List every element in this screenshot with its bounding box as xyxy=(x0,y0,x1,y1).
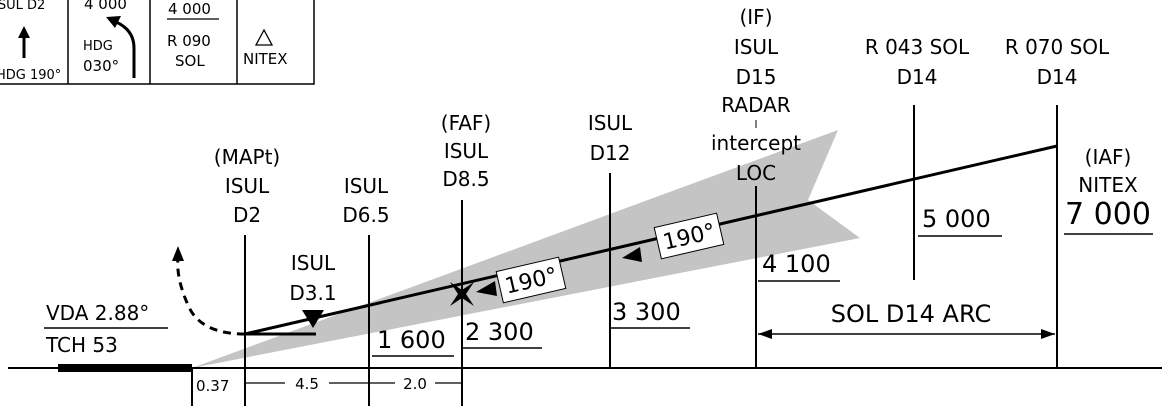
track-label-upper: 190° xyxy=(653,212,725,260)
box3-station-text: SOL xyxy=(175,52,205,70)
box3-radial-text: R 090 xyxy=(167,32,211,50)
vda-tch: VDA 2.88° TCH 53 xyxy=(44,301,168,357)
box3-altitude-text: 4 000 xyxy=(168,0,211,18)
tch-text: TCH 53 xyxy=(45,333,118,357)
missed-approach-boxes: ISUL D2 HDG 190° 4 000 HDG 030° 4 000 R … xyxy=(0,0,315,85)
mapt-label: (MAPt) ISUL D2 xyxy=(214,145,280,227)
faf-line3: D8.5 xyxy=(442,167,489,191)
mapt-line1: (MAPt) xyxy=(214,145,280,169)
d12-line2: D12 xyxy=(590,141,631,165)
arrow-up-icon xyxy=(18,26,30,58)
arc-label-text: SOL D14 ARC xyxy=(831,300,991,328)
descent-path xyxy=(244,144,1058,336)
turn-right-arrow-icon xyxy=(106,16,136,78)
box1-heading-text: HDG 190° xyxy=(0,68,61,83)
altitude-2300: 2 300 xyxy=(465,318,534,346)
distance-20: 2.0 xyxy=(403,375,427,393)
box1-fix-text: ISUL D2 xyxy=(0,0,45,13)
if-line5: intercept xyxy=(711,131,801,155)
box2-altitude-text: 4 000 xyxy=(84,0,127,13)
triangle-waypoint-icon xyxy=(254,28,274,46)
if-line2: ISUL xyxy=(734,35,779,59)
d31-label: ISUL D3.1 xyxy=(289,251,336,305)
d65-line1: ISUL xyxy=(344,174,389,198)
r070-line1: R 070 SOL xyxy=(1005,35,1110,59)
distance-45: 4.5 xyxy=(295,375,319,393)
if-line6: LOC xyxy=(736,161,776,185)
altitude-4100: 4 100 xyxy=(762,250,831,278)
min-altitudes: 5 000 4 100 3 300 2 300 1 600 xyxy=(372,205,1002,357)
runway-bar xyxy=(58,364,192,372)
box4-fix-name: NITEX xyxy=(243,50,288,68)
iaf-label: (IAF) NITEX 7 000 xyxy=(1064,145,1153,235)
d65-label: ISUL D6.5 xyxy=(342,174,389,227)
d31-line1: ISUL xyxy=(291,251,336,275)
arc-segment: SOL D14 ARC xyxy=(758,300,1055,339)
if-line1: (IF) xyxy=(739,5,772,29)
inbound-track-arrow-icon xyxy=(476,247,642,296)
faf-label: (FAF) ISUL D8.5 xyxy=(441,111,491,191)
iaf-altitude: 7 000 xyxy=(1065,197,1151,232)
box2-hdg-label: HDG xyxy=(83,39,113,54)
vda-text: VDA 2.88° xyxy=(46,301,149,325)
altitude-1600: 1 600 xyxy=(377,326,446,354)
distance-037: 0.37 xyxy=(196,377,229,395)
missed-approach-turn xyxy=(172,246,246,336)
altitude-5000: 5 000 xyxy=(922,205,991,233)
r043-label: R 043 SOL D14 xyxy=(865,35,970,89)
if-line3: D15 xyxy=(736,65,777,89)
stepdown-fix-marker-icon xyxy=(302,310,324,328)
r070-label: R 070 SOL D14 xyxy=(1005,35,1110,89)
r043-line2: D14 xyxy=(897,65,938,89)
iaf-line2: NITEX xyxy=(1078,173,1138,197)
altitude-3300: 3 300 xyxy=(612,298,681,326)
faf-line1: (FAF) xyxy=(441,111,491,135)
faf-line2: ISUL xyxy=(444,139,489,163)
if-label: (IF) ISUL D15 RADAR intercept LOC xyxy=(711,5,801,185)
mapt-line3: D2 xyxy=(233,203,261,227)
faf-cross-icon xyxy=(450,282,474,306)
if-line4: RADAR xyxy=(721,93,790,117)
mapt-line2: ISUL xyxy=(225,174,270,198)
d12-line1: ISUL xyxy=(588,111,633,135)
d12-label: ISUL D12 xyxy=(588,111,633,165)
distance-row: 0.37 4.5 2.0 xyxy=(196,375,462,395)
box2-heading-value: 030° xyxy=(83,57,119,75)
d65-line2: D6.5 xyxy=(342,203,389,227)
r043-line1: R 043 SOL xyxy=(865,35,970,59)
d31-line2: D3.1 xyxy=(289,281,336,305)
r070-line2: D14 xyxy=(1037,65,1078,89)
iaf-line1: (IAF) xyxy=(1085,145,1132,169)
